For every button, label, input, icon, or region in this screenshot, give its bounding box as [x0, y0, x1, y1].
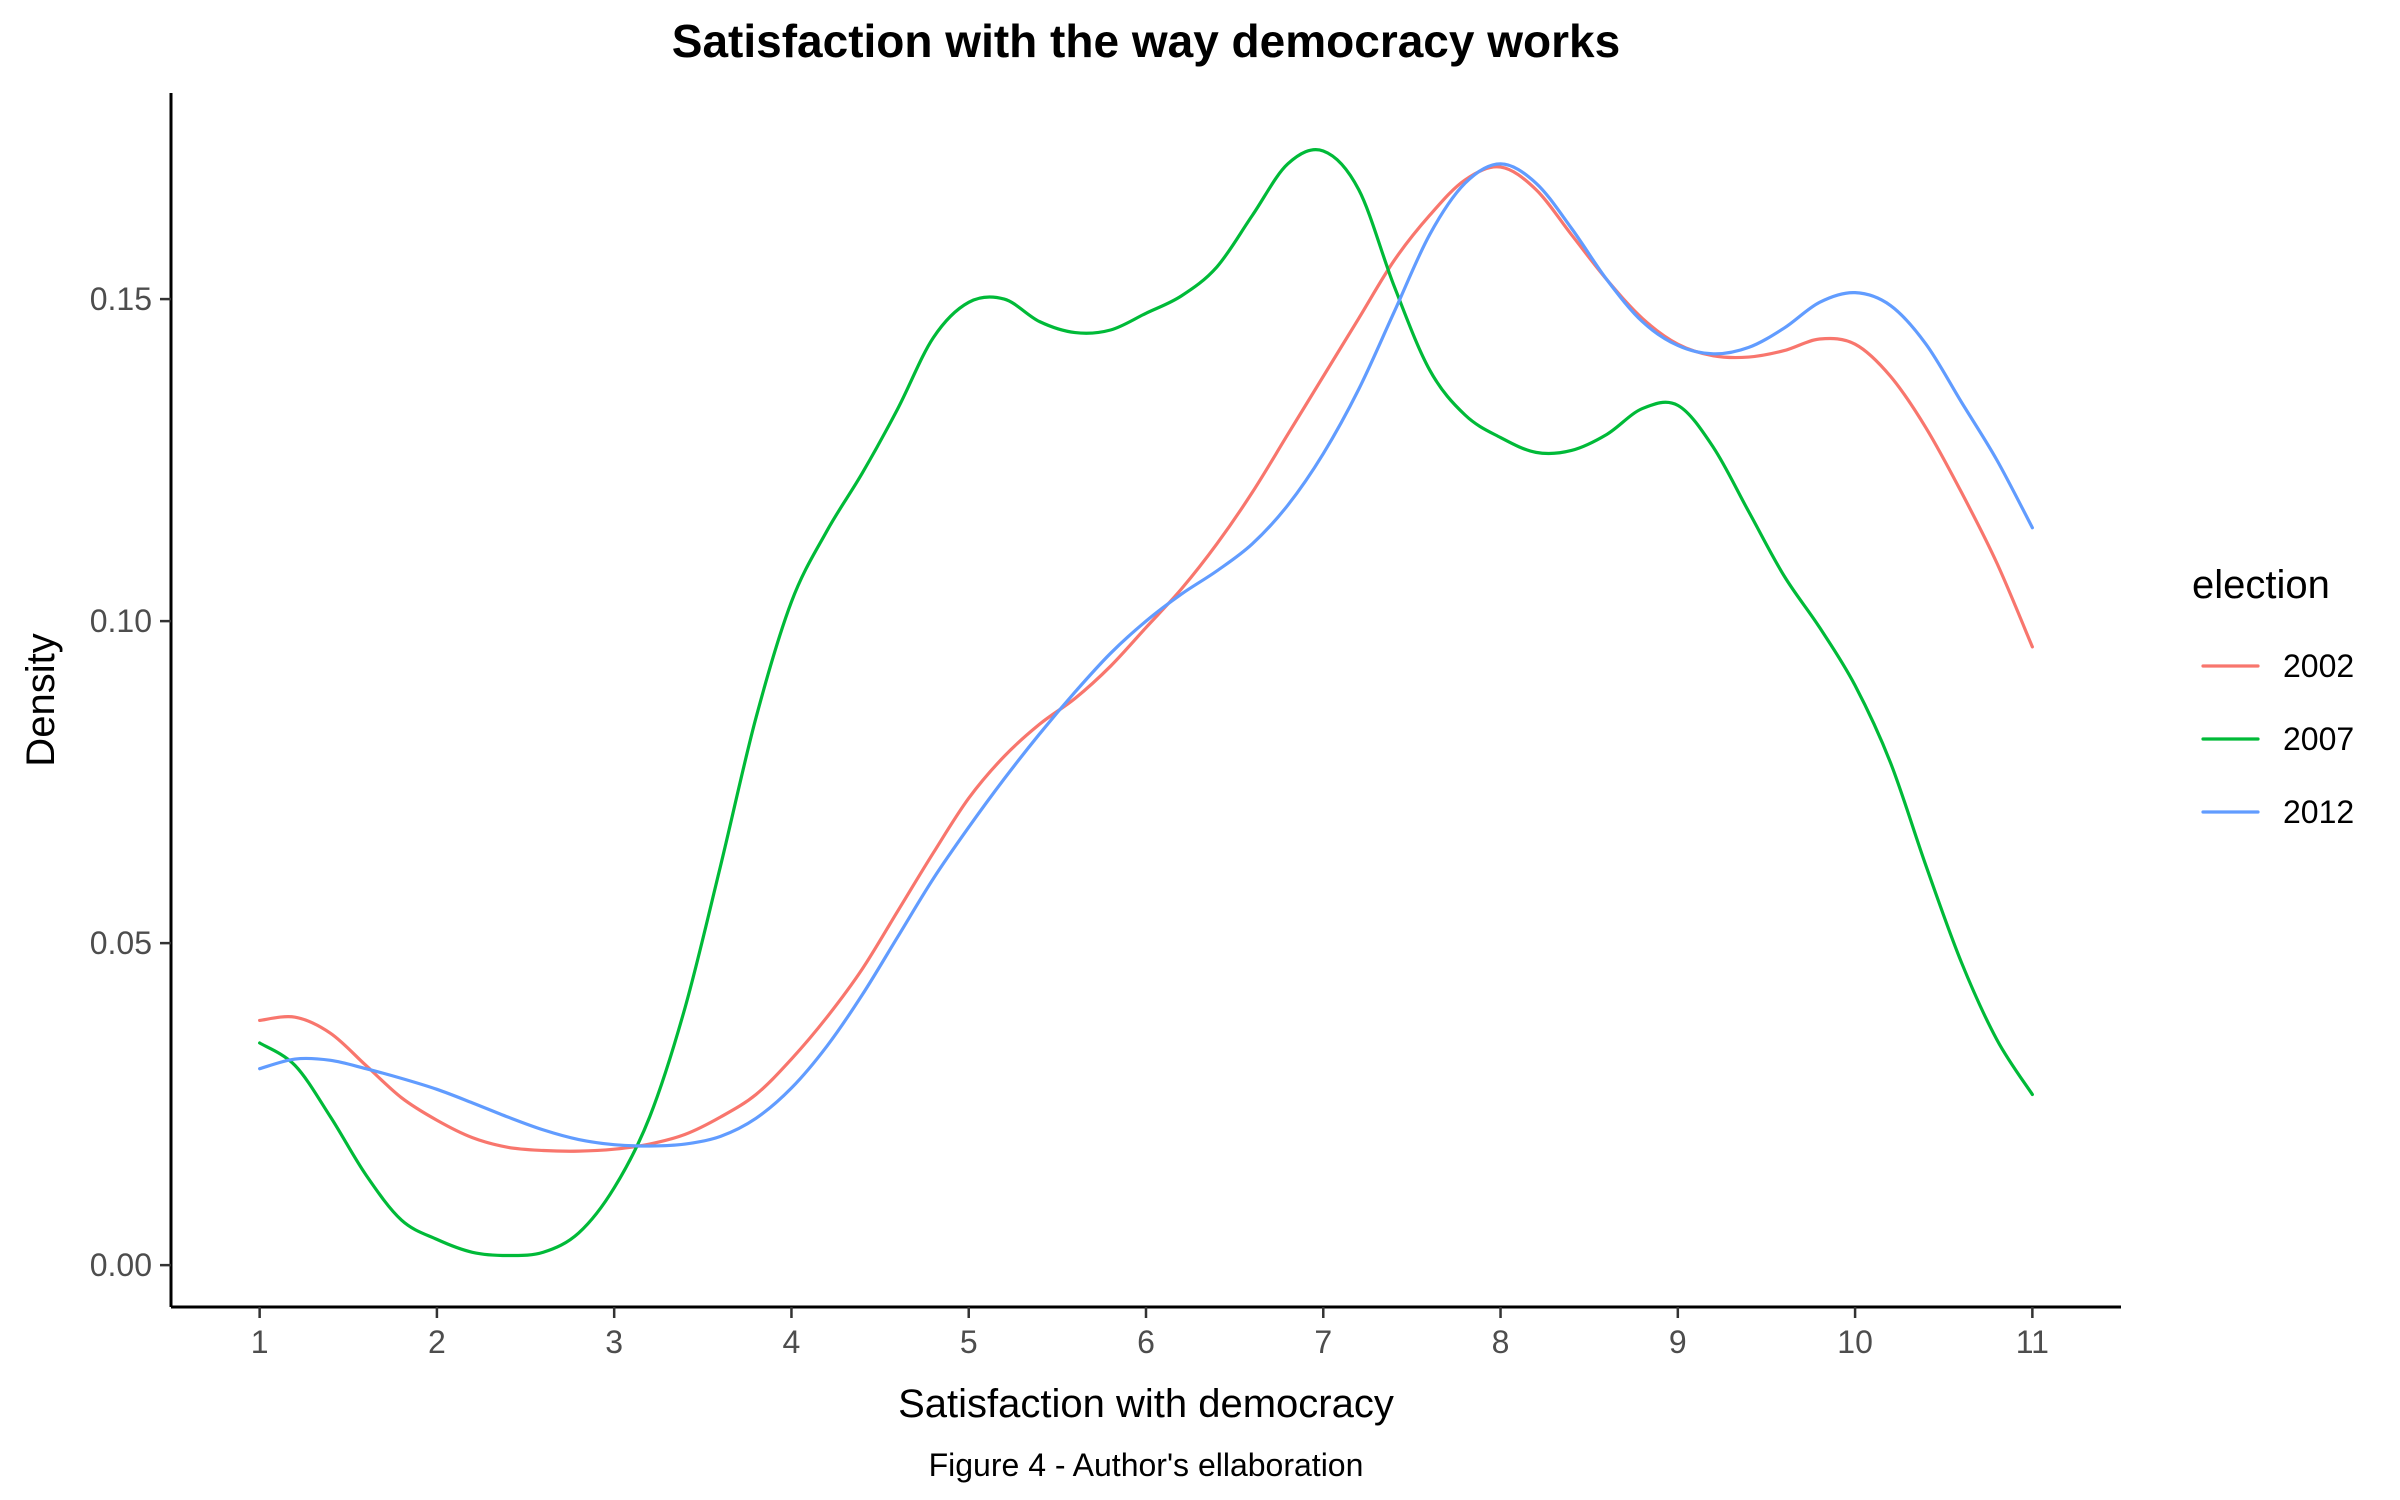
x-tick-label: 10 [1837, 1324, 1873, 1360]
x-tick-label: 9 [1669, 1324, 1687, 1360]
x-axis-ticks: 1 2 3 4 5 6 7 8 9 10 11 [251, 1307, 2049, 1360]
x-tick-label: 8 [1492, 1324, 1510, 1360]
x-tick-label: 3 [605, 1324, 623, 1360]
series-group [258, 148, 2034, 1258]
legend: election 2002 2007 2012 [2192, 563, 2354, 830]
x-tick-label: 1 [251, 1324, 269, 1360]
series-line-2012 [258, 162, 2034, 1148]
chart-title: Satisfaction with the way democracy work… [672, 15, 1620, 67]
legend-label-2007: 2007 [2283, 721, 2354, 757]
y-axis-ticks: 0.00 0.05 0.10 0.15 [90, 281, 171, 1283]
series-line-2002 [258, 165, 2034, 1153]
y-tick-label: 0.05 [90, 925, 152, 961]
legend-label-2002: 2002 [2283, 648, 2354, 684]
x-axis-title: Satisfaction with democracy [898, 1382, 1394, 1426]
x-tick-label: 11 [2016, 1324, 2049, 1360]
figure-caption: Figure 4 - Author's ellaboration [929, 1447, 1364, 1483]
x-tick-label: 2 [428, 1324, 446, 1360]
y-axis-title: Density [19, 633, 63, 766]
x-tick-label: 5 [960, 1324, 978, 1360]
y-tick-label: 0.00 [90, 1247, 152, 1283]
y-tick-label: 0.15 [90, 281, 152, 317]
legend-title: election [2192, 563, 2330, 607]
x-tick-label: 6 [1137, 1324, 1155, 1360]
x-tick-label: 7 [1314, 1324, 1332, 1360]
x-tick-label: 4 [783, 1324, 801, 1360]
legend-label-2012: 2012 [2283, 794, 2354, 830]
plot-area: 1 2 3 4 5 6 7 8 9 10 11 0.00 0.05 0.10 0.15 [90, 93, 2121, 1360]
series-line-2007 [258, 148, 2034, 1258]
legend-items: 2002 2007 2012 [2201, 648, 2354, 830]
y-tick-label: 0.10 [90, 603, 152, 639]
